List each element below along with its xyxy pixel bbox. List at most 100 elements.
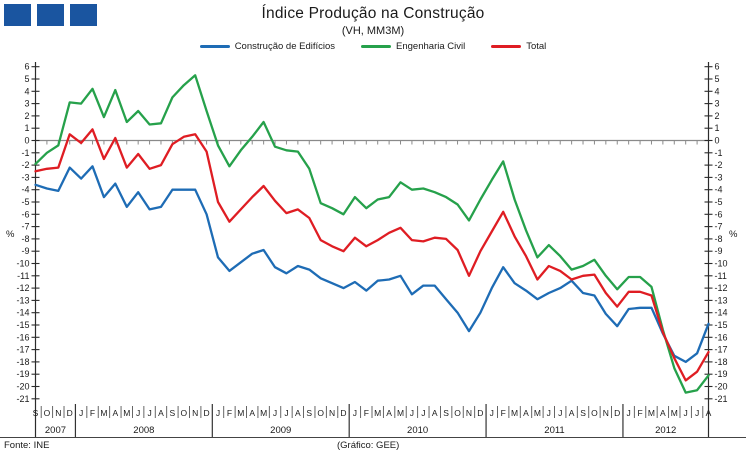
svg-text:-15: -15 <box>16 320 29 330</box>
logo-square-2 <box>37 4 64 26</box>
svg-text:O: O <box>44 408 51 418</box>
svg-text:M: M <box>648 408 655 418</box>
legend-label: Engenharia Civil <box>396 41 466 52</box>
footer-source: Fonte: INE <box>4 440 50 451</box>
svg-text:-9: -9 <box>715 246 723 256</box>
svg-text:-10: -10 <box>16 259 29 269</box>
svg-text:N: N <box>329 408 335 418</box>
svg-text:-15: -15 <box>715 320 728 330</box>
svg-text:J: J <box>490 408 494 418</box>
svg-text:M: M <box>374 408 381 418</box>
svg-text:M: M <box>123 408 130 418</box>
svg-text:F: F <box>90 408 95 418</box>
svg-text:S: S <box>306 408 312 418</box>
page-title: Índice Produção na Construção <box>261 5 485 22</box>
svg-text:2010: 2010 <box>407 425 428 436</box>
svg-text:F: F <box>227 408 232 418</box>
svg-text:3: 3 <box>715 99 720 109</box>
svg-text:2008: 2008 <box>133 425 154 436</box>
svg-text:2012: 2012 <box>655 425 676 436</box>
legend-swatch-blue <box>199 45 230 48</box>
svg-text:-17: -17 <box>715 345 728 355</box>
zero-gridline <box>35 139 709 145</box>
svg-text:D: D <box>614 408 620 418</box>
logo-square-1 <box>4 4 31 26</box>
svg-text:2009: 2009 <box>270 425 291 436</box>
svg-text:M: M <box>511 408 518 418</box>
legend-label: Total <box>526 41 547 52</box>
svg-text:J: J <box>547 408 551 418</box>
svg-text:3: 3 <box>24 99 29 109</box>
svg-text:2: 2 <box>715 111 720 121</box>
svg-text:-16: -16 <box>715 332 728 342</box>
svg-text:-8: -8 <box>715 234 723 244</box>
svg-text:-13: -13 <box>715 295 728 305</box>
svg-text:J: J <box>284 408 288 418</box>
svg-text:M: M <box>534 408 541 418</box>
svg-text:-14: -14 <box>16 308 29 318</box>
svg-text:-20: -20 <box>16 382 29 392</box>
y-axis-left: 6 5 4 3 2 1 0 -1 -2 -3 -4 -5 -6 -7 -8 -9 -10 -11 -12 -13 -14… <box>6 62 40 437</box>
svg-text:2011: 2011 <box>544 425 564 436</box>
svg-text:-3: -3 <box>715 172 723 182</box>
svg-text:-7: -7 <box>715 222 723 232</box>
svg-text:-4: -4 <box>715 185 723 195</box>
svg-text:N: N <box>55 408 61 418</box>
svg-text:4: 4 <box>715 86 720 96</box>
svg-text:2: 2 <box>24 111 29 121</box>
svg-text:O: O <box>454 408 461 418</box>
svg-text:-21: -21 <box>715 394 728 404</box>
svg-text:S: S <box>443 408 449 418</box>
svg-text:F: F <box>501 408 506 418</box>
svg-text:4: 4 <box>24 86 29 96</box>
svg-text:D: D <box>340 408 346 418</box>
svg-text:A: A <box>432 408 438 418</box>
svg-text:-4: -4 <box>21 185 29 195</box>
series-line-engenharia-civil <box>34 74 710 394</box>
svg-text:-5: -5 <box>715 197 723 207</box>
svg-text:O: O <box>591 408 598 418</box>
svg-text:-5: -5 <box>21 197 29 207</box>
svg-text:1: 1 <box>715 123 720 133</box>
svg-text:A: A <box>660 408 666 418</box>
svg-text:-6: -6 <box>21 209 29 219</box>
svg-text:-17: -17 <box>16 345 29 355</box>
svg-text:M: M <box>397 408 404 418</box>
svg-text:J: J <box>627 408 631 418</box>
svg-text:A: A <box>523 408 529 418</box>
legend-item-construcao-edificios: Construção de Edifícios <box>199 41 336 52</box>
svg-text:-12: -12 <box>16 283 29 293</box>
svg-text:-21: -21 <box>16 394 29 404</box>
legend-label: Construção de Edifícios <box>234 41 336 52</box>
svg-text:-20: -20 <box>715 382 728 392</box>
svg-text:J: J <box>353 408 357 418</box>
svg-text:-18: -18 <box>16 357 29 367</box>
svg-text:A: A <box>158 408 164 418</box>
chart-legend: Construção de Edifícios Engenharia Civil… <box>0 41 746 52</box>
svg-text:5: 5 <box>24 74 29 84</box>
legend-swatch-green <box>361 45 392 48</box>
svg-text:%: % <box>6 229 15 240</box>
svg-text:-9: -9 <box>21 246 29 256</box>
logo <box>4 4 97 26</box>
svg-text:-16: -16 <box>16 332 29 342</box>
svg-text:A: A <box>249 408 255 418</box>
svg-text:J: J <box>684 408 688 418</box>
svg-text:-19: -19 <box>16 369 29 379</box>
y-axis-right: 6 5 4 3 2 1 0 -1 -2 -3 -4 -5 -6 -7 -8 -9 -10 -11 -12 -13 -14… <box>704 62 738 437</box>
svg-text:-11: -11 <box>17 271 29 281</box>
svg-text:S: S <box>580 408 586 418</box>
page-subtitle: (VH, MM3M) <box>341 25 405 37</box>
svg-text:-2: -2 <box>21 160 29 170</box>
logo-square-3 <box>70 4 97 26</box>
svg-text:-1: -1 <box>715 148 723 158</box>
svg-text:J: J <box>136 408 140 418</box>
svg-text:-18: -18 <box>715 357 728 367</box>
svg-text:-2: -2 <box>715 160 723 170</box>
svg-text:D: D <box>477 408 483 418</box>
legend-item-total: Total <box>491 41 546 52</box>
footer-divider <box>0 437 746 438</box>
svg-text:M: M <box>671 408 678 418</box>
svg-text:M: M <box>100 408 107 418</box>
